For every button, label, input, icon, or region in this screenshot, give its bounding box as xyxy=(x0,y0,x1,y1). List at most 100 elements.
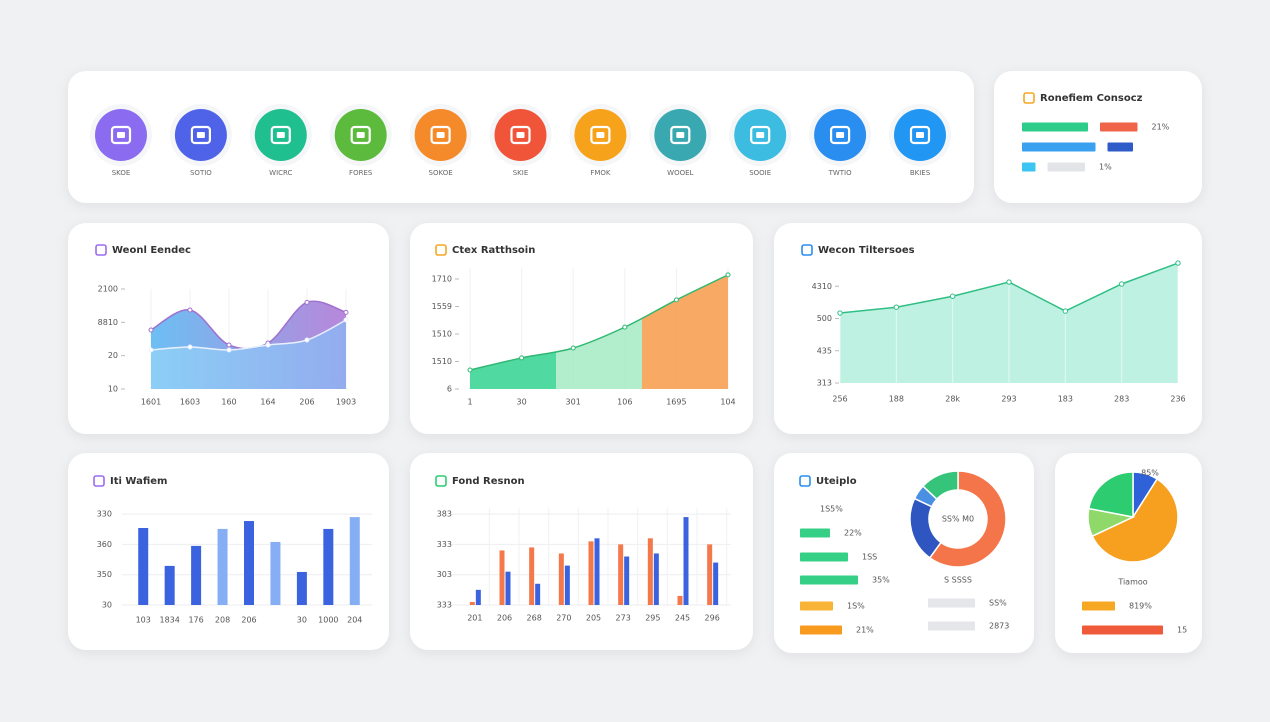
row-label: 1SS xyxy=(862,553,877,562)
icon-label: SKOE xyxy=(112,169,131,177)
chart-title: Wecon Tiltersoes xyxy=(818,245,915,256)
icon-label: SOTIO xyxy=(190,169,212,177)
point xyxy=(725,272,731,278)
chart-title: Ctex Ratthsoin xyxy=(452,245,535,256)
bar xyxy=(323,528,334,605)
x-tick-label: 1000 xyxy=(318,616,338,625)
row-label: 1S% xyxy=(847,602,865,611)
x-tick-label: 206 xyxy=(299,398,314,407)
bar xyxy=(707,544,713,605)
bar xyxy=(1047,162,1085,172)
bar xyxy=(499,550,505,605)
icon-label: FORES xyxy=(349,169,373,177)
row-label: 22% xyxy=(844,529,862,538)
chart-title: Fond Resnon xyxy=(452,476,525,487)
bar xyxy=(800,601,833,611)
x-tick-label: 236 xyxy=(1170,395,1185,404)
icon-label: TWTIO xyxy=(828,169,853,177)
row-label: 21% xyxy=(1152,123,1170,132)
icon-glyph xyxy=(516,132,525,138)
y-tick-label: 350 xyxy=(97,570,112,579)
x-tick-label: 1695 xyxy=(666,398,686,407)
icon-glyph xyxy=(596,132,605,138)
line xyxy=(150,319,347,351)
icon-label: WICRC xyxy=(269,169,292,177)
icon-label: BKIES xyxy=(910,169,931,177)
chart-title: Ronefiem Consocz xyxy=(1040,93,1143,104)
card xyxy=(68,453,389,650)
row-label: 35% xyxy=(872,576,890,585)
x-tick-label: 104 xyxy=(720,398,735,407)
icon-glyph xyxy=(750,125,771,145)
bar xyxy=(594,538,600,605)
point xyxy=(673,297,679,303)
y-tick-label: 333 xyxy=(437,540,452,549)
x-tick-label: 1 xyxy=(467,398,472,407)
slice xyxy=(921,470,959,501)
bar xyxy=(1022,142,1096,152)
icon-label: SOOIE xyxy=(749,169,771,177)
row-label: 1% xyxy=(1099,163,1112,172)
y-tick-label: 360 xyxy=(97,540,112,549)
icon-glyph xyxy=(829,125,851,145)
x-tick-label: 301 xyxy=(566,398,581,407)
icon-glyph xyxy=(350,125,371,145)
icon-glyph xyxy=(836,132,845,138)
x-tick-label: 1601 xyxy=(141,398,161,407)
point xyxy=(467,367,473,373)
point xyxy=(148,347,154,353)
point xyxy=(343,317,349,323)
point xyxy=(837,310,843,316)
slice-label: 85% xyxy=(1141,469,1159,478)
x-tick-label: 30 xyxy=(517,398,527,407)
bar xyxy=(138,528,149,605)
header-label: 1S5% xyxy=(820,505,843,514)
bar xyxy=(800,552,848,562)
point xyxy=(226,342,232,348)
icon-glyph xyxy=(190,125,211,145)
point xyxy=(949,293,956,299)
point xyxy=(570,345,576,351)
title-icon xyxy=(93,475,105,487)
bar xyxy=(683,517,689,605)
chart-title: Uteiplo xyxy=(816,476,857,487)
point xyxy=(304,337,310,343)
x-tick-label: 103 xyxy=(136,616,151,625)
y-tick-label: 1710 xyxy=(432,275,452,284)
y-tick-label: 10 xyxy=(108,385,118,394)
x-tick-label: 183 xyxy=(1058,395,1073,404)
bar xyxy=(558,553,564,605)
x-tick-label: 283 xyxy=(1114,395,1129,404)
bar xyxy=(677,595,683,605)
point xyxy=(265,342,271,348)
y-tick-label: 1510 xyxy=(432,357,452,366)
icon-glyph xyxy=(670,125,691,145)
icon-label: WOOEL xyxy=(667,169,693,177)
point xyxy=(519,355,525,361)
x-tick-label: 206 xyxy=(497,614,512,623)
point xyxy=(622,324,628,330)
center-label: SS% M0 xyxy=(942,515,974,524)
x-tick-label: 30 xyxy=(297,616,307,625)
bar xyxy=(800,528,830,538)
bar xyxy=(618,544,624,605)
bar xyxy=(469,601,475,605)
x-tick-label: 188 xyxy=(889,395,904,404)
icon-glyph xyxy=(356,132,365,138)
bar xyxy=(1022,122,1088,132)
icon-glyph xyxy=(270,125,291,145)
bar xyxy=(1022,162,1036,172)
x-tick-label: 106 xyxy=(617,398,632,407)
card xyxy=(994,71,1202,203)
y-tick-label: 30 xyxy=(102,601,112,610)
bar xyxy=(244,521,254,605)
row-label: SS% xyxy=(989,599,1007,608)
title-icon xyxy=(1023,92,1035,104)
title-icon xyxy=(801,244,813,256)
row-label: 15 xyxy=(1177,626,1187,635)
icon-label: FMOK xyxy=(590,169,611,177)
x-tick-label: 1903 xyxy=(336,398,356,407)
y-tick-label: 435 xyxy=(817,346,832,355)
y-tick-label: 330 xyxy=(97,510,112,519)
caption: Tiamoo xyxy=(1117,578,1147,587)
